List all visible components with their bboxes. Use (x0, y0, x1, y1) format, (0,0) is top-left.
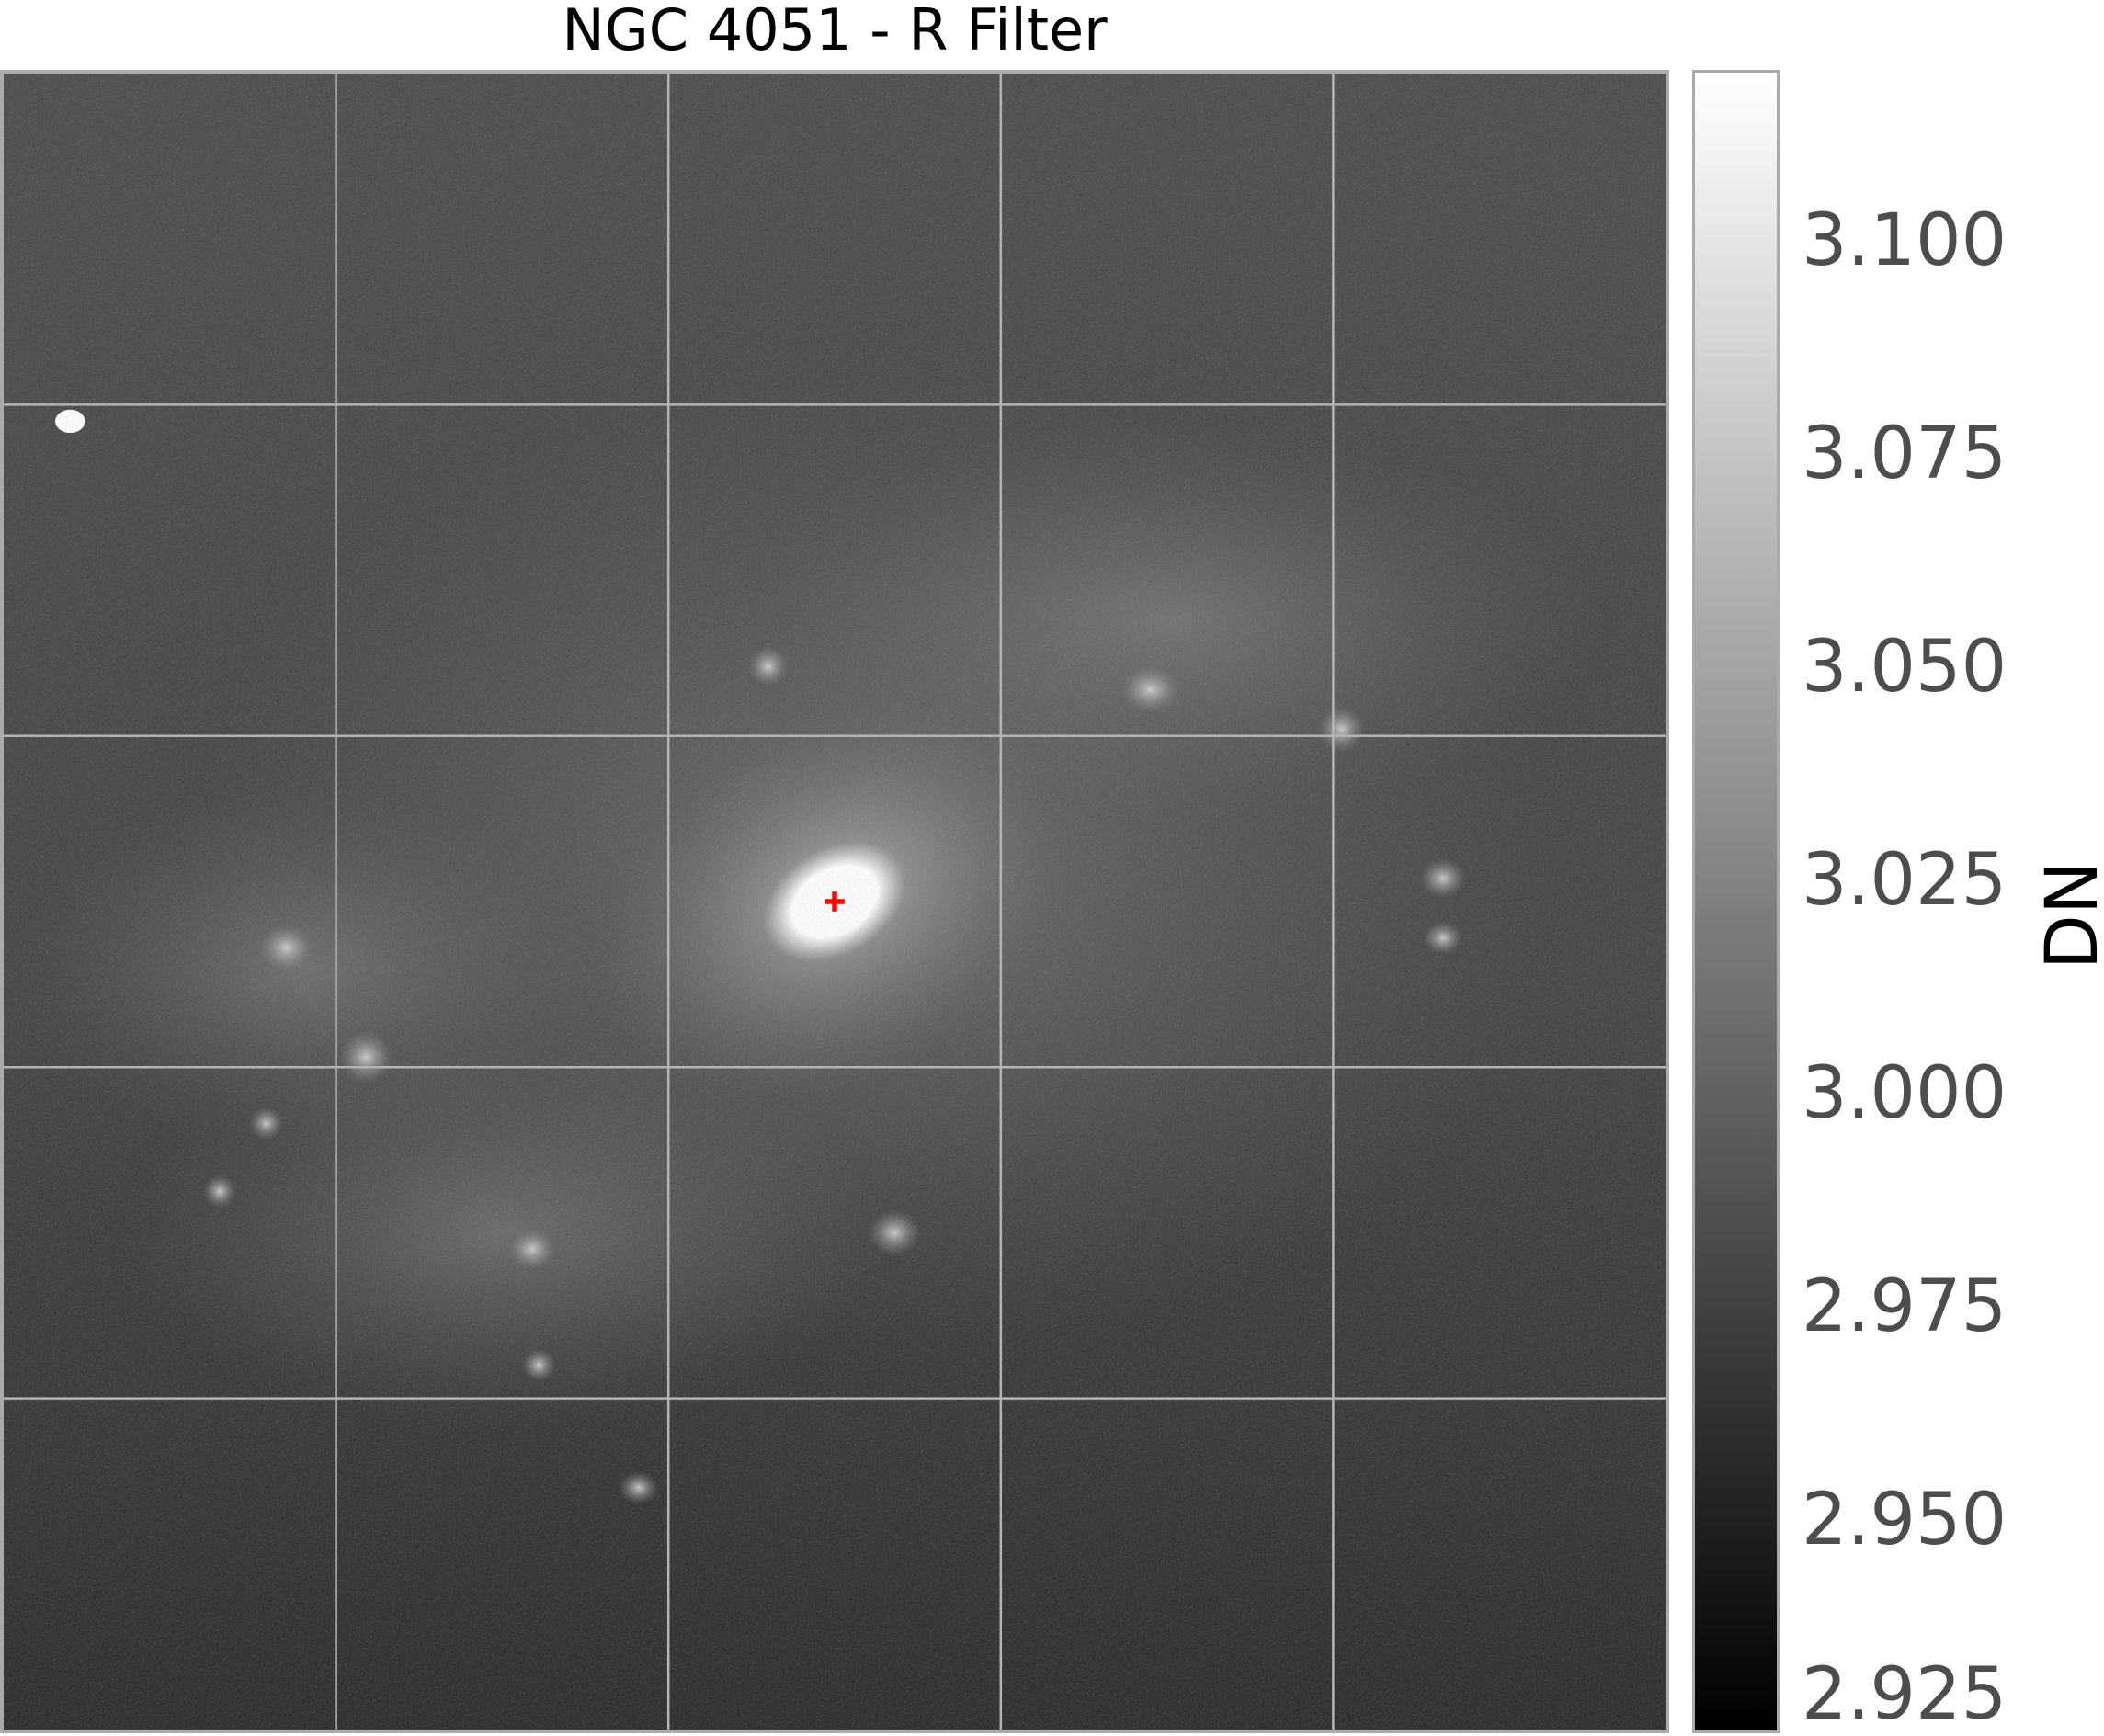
nucleus-marker (825, 891, 845, 912)
colorbar-tick-label: 3.075 (1802, 412, 2007, 495)
image-grid (4, 74, 1666, 1730)
colorbar-tick-label: 3.025 (1802, 838, 2007, 922)
colorbar-label: DN (2031, 860, 2104, 970)
colorbar (1692, 70, 1780, 1733)
colorbar-tick-label: 3.000 (1802, 1051, 2007, 1135)
galaxy-image (0, 70, 1669, 1733)
colorbar-tick-label: 3.050 (1802, 625, 2007, 709)
colorbar-tick-label: 2.975 (1802, 1265, 2007, 1348)
colorbar-tick-label: 2.950 (1802, 1478, 2007, 1561)
colorbar-tick-label: 2.925 (1802, 1653, 2007, 1736)
figure-title: NGC 4051 - R Filter (562, 0, 1108, 63)
colorbar-tick-label: 3.100 (1802, 199, 2007, 282)
